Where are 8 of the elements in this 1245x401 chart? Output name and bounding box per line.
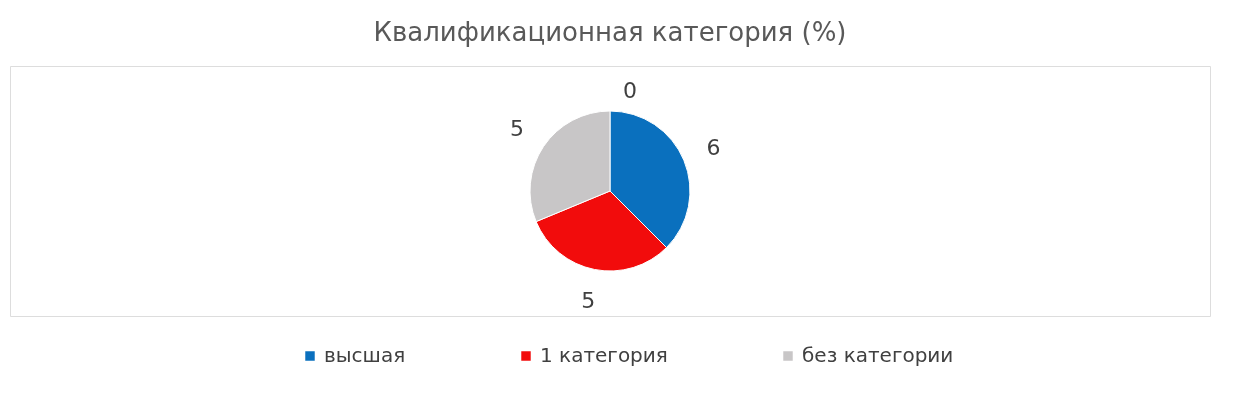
data-label: 6 — [706, 135, 721, 161]
data-label: 5 — [509, 115, 524, 141]
chart-title: Квалификационная категория (%) — [373, 17, 847, 47]
legend-label: 1 категория — [540, 343, 668, 367]
text: 0 — [623, 78, 637, 103]
legend-label: высшая — [324, 343, 406, 367]
data-label: 5 — [581, 287, 596, 313]
legend-label: без категории — [802, 343, 954, 367]
